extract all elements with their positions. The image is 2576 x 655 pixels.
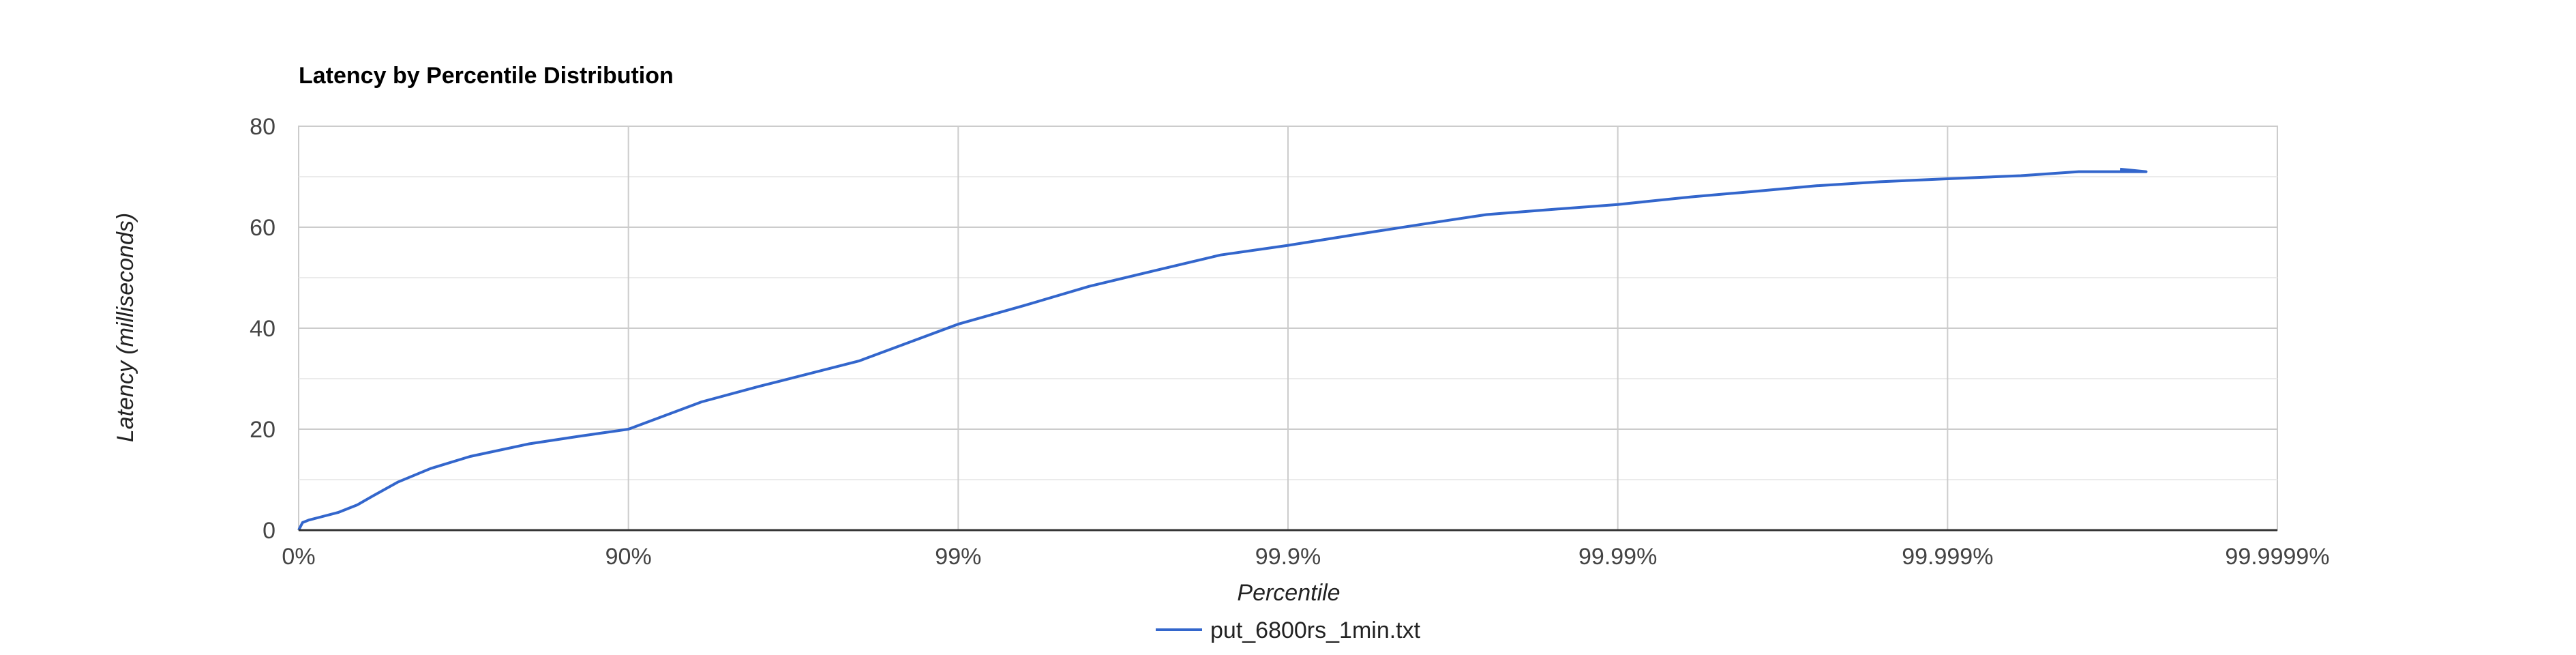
x-tick-label: 99.9%	[1255, 544, 1321, 570]
x-tick-label: 99.9999%	[2225, 544, 2329, 570]
x-tick-label: 99%	[935, 544, 981, 570]
y-tick-label: 80	[250, 114, 275, 140]
x-axis-ticks: 0% 90% 99% 99.9% 99.99% 99.999% 99.9999%	[282, 544, 2329, 570]
x-tick-label: 90%	[605, 544, 652, 570]
series-layer	[297, 167, 2148, 531]
legend[interactable]: put_6800rs_1min.txt	[1156, 617, 1421, 643]
series-line	[297, 167, 2148, 531]
x-tick-label: 99.99%	[1578, 544, 1657, 570]
y-tick-label: 20	[250, 417, 275, 443]
y-axis-ticks: 0 20 40 60 80	[250, 114, 275, 544]
y-tick-label: 60	[250, 215, 275, 241]
legend-label: put_6800rs_1min.txt	[1210, 617, 1421, 643]
x-tick-label: 99.999%	[1902, 544, 1993, 570]
x-axis-title: Percentile	[1237, 580, 1340, 606]
chart-title: Latency by Percentile Distribution	[299, 63, 674, 89]
y-axis-title: Latency (milliseconds)	[113, 213, 138, 442]
y-tick-label: 0	[263, 518, 275, 544]
x-tick-label: 0%	[282, 544, 315, 570]
y-tick-label: 40	[250, 316, 275, 342]
